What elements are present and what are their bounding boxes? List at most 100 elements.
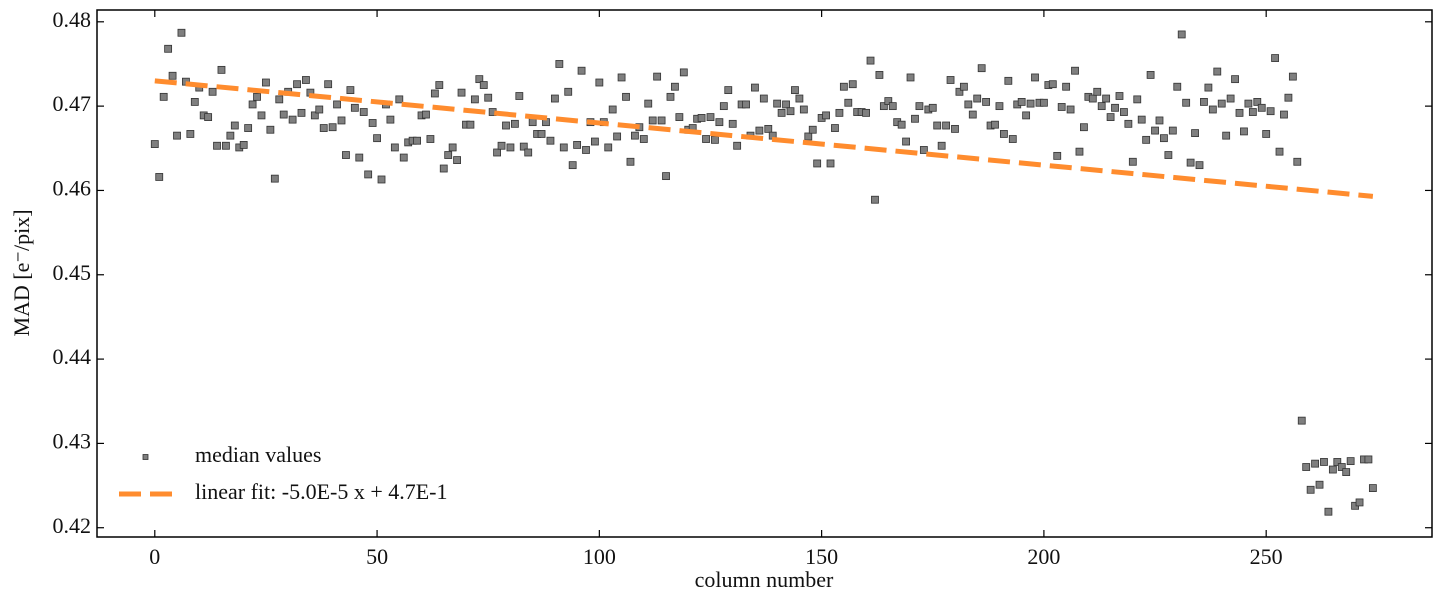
- data-point: [639, 135, 648, 143]
- data-point: [1031, 73, 1039, 82]
- data-point: [804, 132, 813, 141]
- data-point: [697, 114, 706, 122]
- data-point: [159, 92, 168, 101]
- data-point: [537, 130, 546, 138]
- data-point: [1053, 151, 1062, 160]
- data-point: [759, 94, 768, 103]
- data-point: [839, 82, 848, 91]
- data-point: [564, 87, 573, 96]
- data-point: [310, 111, 319, 120]
- data-point: [1195, 161, 1204, 170]
- data-point: [528, 118, 537, 127]
- data-point: [1315, 480, 1324, 489]
- data-point: [795, 94, 804, 103]
- data-point: [919, 146, 928, 154]
- data-point: [1324, 507, 1333, 516]
- data-point: [1142, 135, 1151, 144]
- data-point: [1200, 98, 1208, 106]
- data-point: [848, 80, 857, 89]
- data-point: [1062, 82, 1071, 91]
- data-point: [702, 135, 710, 143]
- data-point: [626, 157, 635, 166]
- data-point: [1164, 151, 1173, 159]
- data-point: [1026, 99, 1035, 108]
- y-tick-label: 0.43: [53, 428, 92, 453]
- data-point: [395, 95, 404, 104]
- data-point: [1204, 83, 1213, 92]
- data-point: [1088, 94, 1097, 103]
- data-point: [1004, 76, 1013, 85]
- data-point: [1173, 82, 1182, 91]
- y-tick-label: 0.47: [53, 91, 92, 116]
- data-point: [328, 123, 337, 132]
- data-point: [604, 143, 613, 152]
- data-point: [1128, 157, 1137, 166]
- data-point: [942, 121, 951, 130]
- data-point: [1293, 157, 1302, 166]
- data-point: [844, 98, 853, 107]
- data-point: [1093, 87, 1102, 96]
- data-point: [164, 44, 173, 53]
- data-point: [1120, 108, 1128, 116]
- data-point: [1097, 102, 1106, 111]
- data-point: [413, 136, 421, 145]
- data-point: [968, 110, 977, 119]
- data-point: [755, 126, 764, 135]
- data-point: [1191, 129, 1199, 138]
- data-point: [1253, 98, 1262, 106]
- data-point: [648, 116, 657, 125]
- data-point: [337, 116, 346, 125]
- data-point: [773, 99, 782, 108]
- data-point: [479, 81, 488, 89]
- data-point: [1124, 119, 1133, 128]
- data-point: [871, 195, 879, 204]
- data-point: [608, 105, 617, 114]
- data-point: [359, 108, 368, 116]
- data-point: [377, 175, 386, 184]
- data-point: [1133, 95, 1142, 104]
- data-point: [448, 143, 457, 152]
- data-point: [1226, 94, 1235, 103]
- data-point: [150, 140, 159, 148]
- data-point: [186, 130, 195, 138]
- data-point: [506, 143, 515, 152]
- legend-label: linear fit: -5.0E-5 x + 4.7E-1: [195, 479, 448, 504]
- data-point: [1057, 103, 1066, 111]
- data-point: [724, 86, 733, 95]
- data-point: [373, 134, 381, 143]
- data-point: [248, 100, 257, 109]
- data-point: [1240, 127, 1248, 136]
- fit-line: [154, 78, 1374, 199]
- data-point: [1222, 131, 1231, 140]
- data-point: [577, 66, 586, 75]
- data-point: [831, 124, 839, 132]
- data-point: [1160, 134, 1168, 143]
- data-point: [168, 71, 177, 80]
- data-point: [1342, 468, 1351, 476]
- data-point: [715, 118, 724, 127]
- data-point: [862, 108, 870, 117]
- data-point: [733, 141, 742, 150]
- data-point: [1080, 123, 1088, 132]
- data-point: [653, 72, 662, 81]
- data-point: [155, 173, 164, 181]
- data-point: [1302, 463, 1311, 471]
- y-tick-label: 0.45: [53, 260, 92, 285]
- x-axis-label: column number: [695, 567, 834, 592]
- data-point: [613, 132, 622, 141]
- data-point: [1280, 110, 1288, 119]
- data-point: [1288, 72, 1297, 81]
- data-point: [1040, 98, 1048, 107]
- data-point: [333, 100, 341, 109]
- data-point: [275, 95, 284, 104]
- y-axis-label: MAD [e⁻/pix]: [9, 209, 34, 336]
- data-point: [293, 80, 301, 89]
- data-point: [644, 99, 653, 108]
- data-point: [208, 87, 217, 96]
- data-point: [568, 161, 577, 170]
- data-point: [1231, 75, 1239, 84]
- data-point: [662, 172, 670, 181]
- data-point: [888, 102, 897, 111]
- data-point: [679, 68, 688, 77]
